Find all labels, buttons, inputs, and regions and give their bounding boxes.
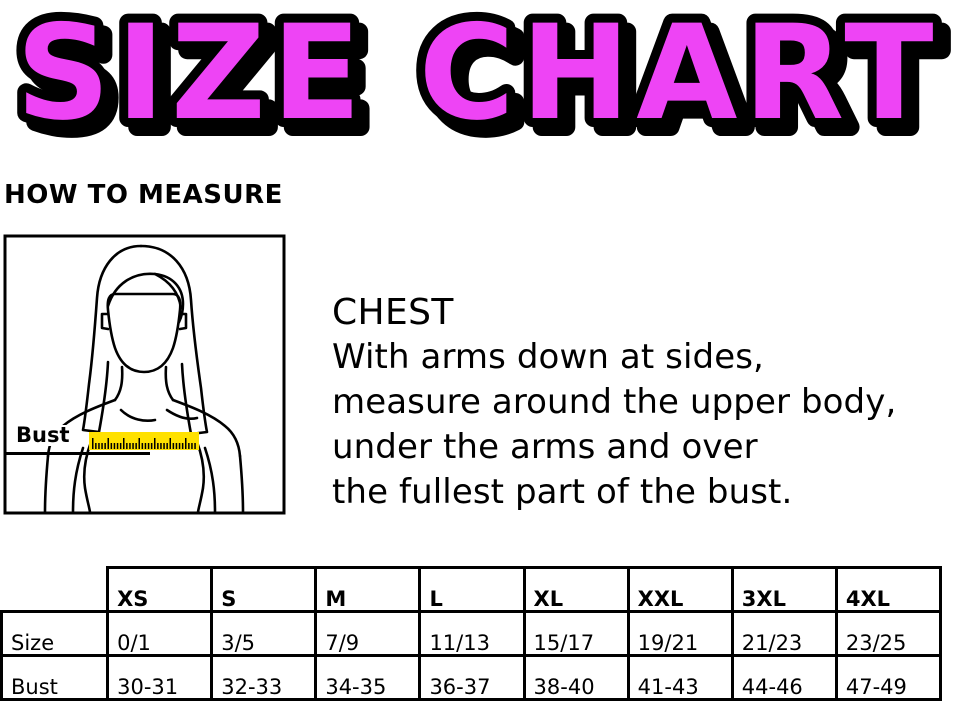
table-row: Bust 30-31 32-33 34-35 36-37 38-40 41-43… [0, 654, 943, 701]
title-outline: SIZE CHART [16, 0, 940, 149]
ear-right [178, 312, 188, 331]
table-corner-blank [2, 568, 108, 612]
neck-left [113, 365, 124, 402]
table-cell: 15/17 [522, 610, 630, 657]
fringe-part [153, 272, 183, 310]
size-table-container: XS S M L XL XXL 3XL 4XL Size 0/1 3/5 7/9… [0, 566, 953, 726]
table-cell: 0/1 [106, 610, 214, 657]
title-fill: SIZE CHART [16, 0, 940, 149]
table-cell: 21/23 [730, 610, 838, 657]
torso-right [195, 440, 206, 514]
table-cell: 41-43 [626, 654, 734, 701]
table-header-cell: M [314, 566, 422, 613]
table-header-cell: L [418, 566, 526, 613]
female-torso-diagram [3, 234, 286, 515]
table-cell: 11/13 [418, 610, 526, 657]
table-header-cell: XL [522, 566, 630, 613]
size-chart-title-graphic: .ttl { font-family: "DejaVu Sans", sans-… [7, 0, 952, 150]
measuring-tape [89, 432, 199, 450]
collarbone-right [165, 408, 199, 421]
chest-line: under the arms and over [332, 427, 758, 467]
collarbone-left [119, 408, 157, 422]
table-cell: 23/25 [834, 610, 943, 657]
table-row: Size 0/1 3/5 7/9 11/13 15/17 19/21 21/23… [0, 610, 943, 657]
arm-right-outer [238, 454, 245, 514]
table-cell: 38-40 [522, 654, 630, 701]
table-header-cell: XS [106, 566, 214, 613]
table-cell: 36-37 [418, 654, 526, 701]
size-table: XS S M L XL XXL 3XL 4XL Size 0/1 3/5 7/9… [0, 566, 943, 701]
hair-left [81, 244, 143, 434]
table-cell: 30-31 [106, 654, 214, 701]
table-header-cell: 3XL [730, 566, 838, 613]
tape-band [89, 432, 199, 450]
tape-ticks [92, 438, 196, 449]
table-cell: 47-49 [834, 654, 943, 701]
table-cell: 44-46 [730, 654, 838, 701]
figure-linework [43, 244, 245, 514]
neck-right [164, 365, 175, 402]
row-label: Size [0, 610, 110, 657]
chest-heading: CHEST [332, 292, 454, 333]
page-title: .ttl { font-family: "DejaVu Sans", sans-… [0, 0, 953, 150]
table-cell: 7/9 [314, 610, 422, 657]
chest-line: measure around the upper body, [332, 382, 897, 422]
table-cell: 34-35 [314, 654, 422, 701]
arm-right-inner [203, 446, 217, 514]
table-cell: 32-33 [210, 654, 318, 701]
row-label: Bust [0, 654, 110, 701]
torso-left [82, 440, 93, 514]
illustration-frame [3, 234, 286, 515]
ear-left [100, 312, 110, 331]
measurement-illustration [3, 234, 286, 515]
table-header-row: XS S M L XL XXL 3XL 4XL [2, 566, 943, 613]
shoulder-right [171, 398, 242, 458]
table-cell: 19/21 [626, 610, 734, 657]
arm-left-outer [43, 454, 50, 514]
chest-line: the fullest part of the bust. [332, 472, 793, 512]
face-outline [106, 292, 182, 374]
table-header-cell: XXL [626, 566, 734, 613]
chest-line: With arms down at sides, [332, 337, 764, 377]
title-shadow: SIZE CHART [25, 6, 949, 150]
hair-right [139, 244, 209, 436]
chest-description: CHEST With arms down at sides, measure a… [332, 291, 896, 515]
table-cell: 3/5 [210, 610, 318, 657]
table-header-cell: S [210, 566, 318, 613]
chest-body-text: With arms down at sides, measure around … [332, 335, 896, 515]
table-header-cell: 4XL [834, 566, 943, 613]
how-to-measure-heading: HOW TO MEASURE [4, 180, 283, 210]
